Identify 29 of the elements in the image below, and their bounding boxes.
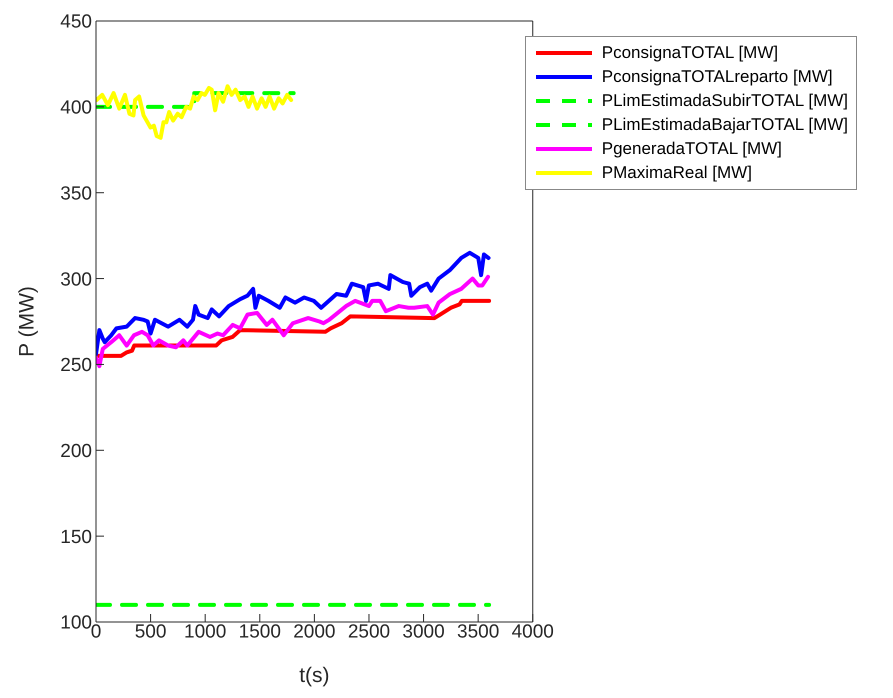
- line-series: [96, 250, 491, 356]
- y-tick-label: 300: [60, 269, 92, 290]
- x-tick-label: 3500: [457, 621, 500, 642]
- y-tick-label: 400: [60, 98, 92, 119]
- y-tick-label: 350: [60, 183, 92, 204]
- x-tick-label: 1000: [184, 621, 226, 642]
- y-axis-title: P (MW): [15, 286, 38, 357]
- y-tick-label: 200: [60, 441, 92, 462]
- line-series: [96, 84, 294, 140]
- legend-label: PconsignaTOTALreparto [MW]: [602, 67, 833, 87]
- legend-label: PMaximaReal [MW]: [602, 163, 752, 183]
- x-tick-label: 500: [134, 621, 166, 642]
- x-tick-label: 2500: [348, 621, 390, 642]
- x-tick-label: 1500: [238, 621, 281, 642]
- x-tick-label: 4000: [512, 621, 554, 642]
- x-tick-label: 2000: [293, 621, 336, 642]
- line-series: [96, 274, 490, 368]
- y-tick-label: 250: [60, 355, 92, 376]
- x-axis-title: t(s): [299, 664, 330, 687]
- x-tick-label: 3000: [402, 621, 445, 642]
- y-tick-label: 450: [60, 12, 92, 33]
- legend-label: PLimEstimadaBajarTOTAL [MW]: [602, 115, 848, 135]
- legend-label: PLimEstimadaSubirTOTAL [MW]: [602, 91, 848, 111]
- y-tick-label: 100: [60, 612, 92, 634]
- line-series: [96, 298, 492, 358]
- legend-label: PconsignaTOTAL [MW]: [602, 43, 778, 63]
- y-tick-label: 150: [60, 526, 92, 548]
- legend-label: PgeneradaTOTAL [MW]: [602, 139, 782, 159]
- x-tick-label: 0: [90, 621, 102, 642]
